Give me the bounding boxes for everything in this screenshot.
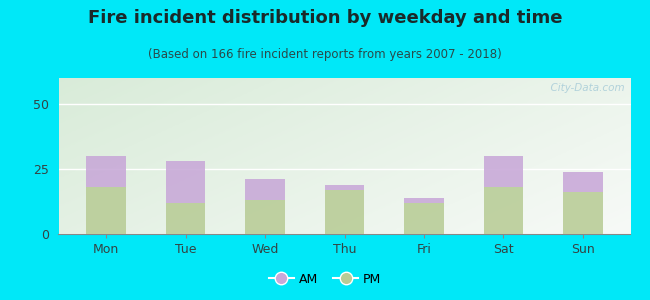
Bar [484,187,523,234]
Bar [484,156,523,187]
Bar [563,172,603,192]
Bar [245,200,285,234]
Bar [563,192,603,234]
Text: Fire incident distribution by weekday and time: Fire incident distribution by weekday an… [88,9,562,27]
Bar [166,161,205,203]
Legend: AM, PM: AM, PM [264,268,386,291]
Text: (Based on 166 fire incident reports from years 2007 - 2018): (Based on 166 fire incident reports from… [148,48,502,61]
Bar [324,190,365,234]
Bar [245,179,285,200]
Bar [404,198,444,203]
Bar [404,203,444,234]
Text: City-Data.com: City-Data.com [544,83,625,93]
Bar [86,156,126,187]
Bar [86,187,126,234]
Bar [324,184,365,190]
Bar [166,203,205,234]
